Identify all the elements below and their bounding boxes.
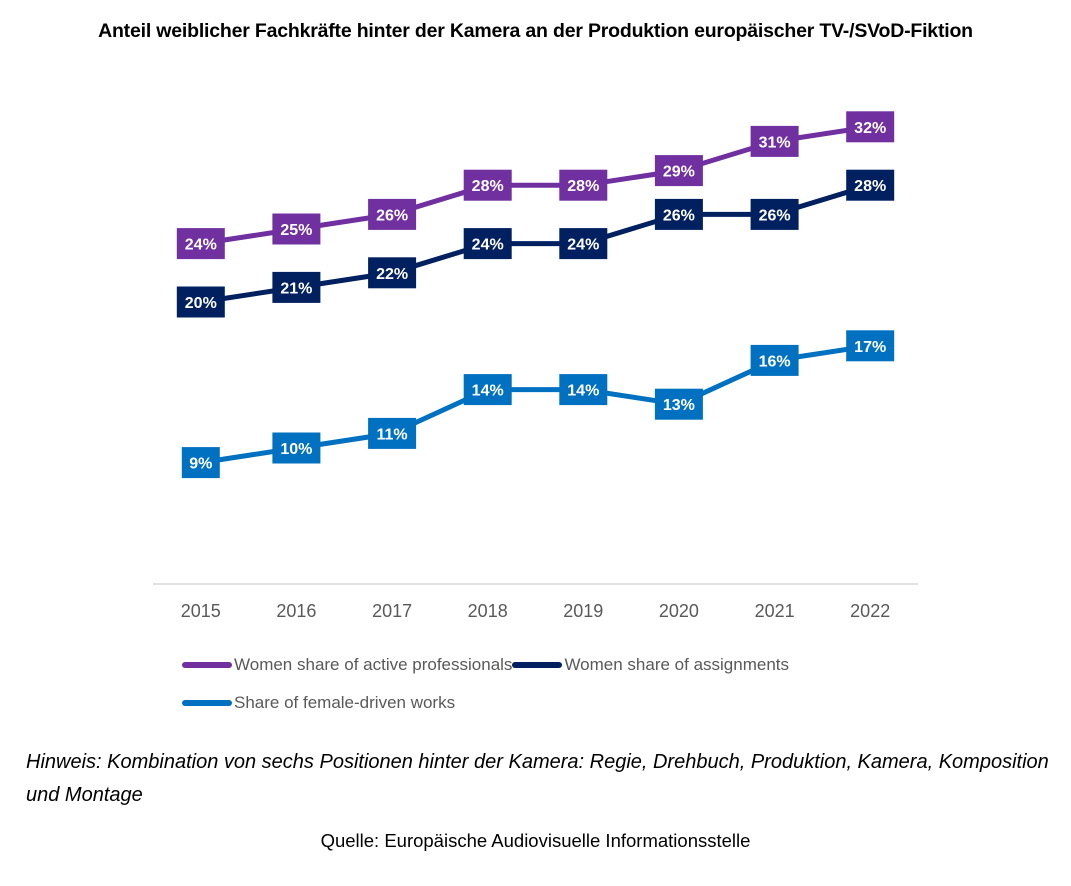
- data-label-text: 25%: [280, 222, 312, 239]
- data-label: 26%: [368, 198, 417, 230]
- data-label-text: 26%: [759, 207, 791, 224]
- data-label-text: 14%: [472, 383, 504, 400]
- data-label: 25%: [272, 213, 321, 245]
- data-label: 11%: [368, 417, 417, 449]
- x-tick-label: 2016: [276, 601, 316, 621]
- legend-item-assignments: Women share of assignments: [512, 646, 789, 684]
- data-label-box: [176, 286, 225, 318]
- data-label: 24%: [463, 228, 512, 260]
- data-label-box: [368, 257, 417, 289]
- data-label: 16%: [750, 344, 799, 376]
- data-label: 10%: [272, 432, 321, 464]
- x-tick-label: 2015: [181, 601, 221, 621]
- data-label: 24%: [559, 228, 608, 260]
- legend-item-female-driven-works: Share of female-driven works: [182, 684, 455, 722]
- data-label-box: [750, 344, 799, 376]
- data-label: 22%: [368, 257, 417, 289]
- data-label-text: 17%: [854, 339, 886, 356]
- data-label-box: [846, 111, 895, 143]
- data-label: 32%: [846, 111, 895, 143]
- chart-note: Hinweis: Kombination von sechs Positione…: [26, 751, 1049, 806]
- legend-label: Women share of assignments: [564, 655, 790, 674]
- data-label-box: [846, 169, 895, 201]
- data-label-box: [559, 374, 608, 406]
- data-label: 9%: [181, 447, 220, 479]
- data-label: 26%: [654, 198, 703, 230]
- data-label-box: [750, 125, 799, 157]
- data-label: 20%: [176, 286, 225, 318]
- data-label-text: 28%: [472, 178, 504, 195]
- data-label-text: 24%: [567, 237, 599, 254]
- x-tick-label: 2022: [850, 601, 890, 621]
- legend-swatch-female-driven-works: [182, 700, 232, 706]
- data-label: 31%: [750, 125, 799, 157]
- data-label-text: 9%: [189, 456, 212, 473]
- data-label-text: 24%: [472, 237, 504, 254]
- data-label: 26%: [750, 198, 799, 230]
- data-label: 28%: [846, 169, 895, 201]
- data-label-box: [272, 432, 321, 464]
- data-label-text: 31%: [759, 134, 791, 151]
- data-label: 28%: [463, 169, 512, 201]
- data-label-text: 16%: [759, 353, 791, 370]
- data-label-text: 22%: [376, 266, 408, 283]
- legend: Women share of active professionals Wome…: [182, 644, 882, 720]
- data-label-box: [559, 169, 608, 201]
- legend-label: Share of female-driven works: [234, 693, 456, 712]
- data-label: 17%: [846, 330, 895, 362]
- x-tick-label: 2018: [468, 601, 508, 621]
- x-tick-label: 2017: [372, 601, 412, 621]
- data-label-text: 28%: [854, 178, 886, 195]
- data-label-box: [272, 271, 321, 303]
- data-label-box: [463, 169, 512, 201]
- data-label-text: 13%: [663, 397, 695, 414]
- data-label: 29%: [654, 155, 703, 187]
- data-label: 28%: [559, 169, 608, 201]
- data-label-text: 24%: [185, 237, 217, 254]
- data-label-box: [846, 330, 895, 362]
- data-label-text: 10%: [280, 441, 312, 458]
- data-label-text: 26%: [376, 207, 408, 224]
- x-tick-labels: 2015 2016 2017 2018 2019 2020 2021 2022: [181, 601, 890, 621]
- data-label-box: [559, 228, 608, 260]
- legend-label: Women share of active professionals: [234, 655, 513, 674]
- data-label-box: [463, 228, 512, 260]
- data-label-box: [181, 447, 220, 479]
- data-label-box: [272, 213, 321, 245]
- chart-source: Quelle: Europäische Audiovisuelle Inform…: [320, 830, 751, 851]
- data-label-box: [750, 198, 799, 230]
- data-label-text: 32%: [854, 120, 886, 137]
- data-labels: 24% 25% 26% 28% 28% 29% 31% 32% 20% 21% 22% 24% 24% 2…: [176, 111, 895, 479]
- chart-title: Anteil weiblicher Fachkräfte hinter der …: [98, 20, 973, 42]
- legend-swatch-active-professionals: [182, 662, 232, 668]
- data-label: 14%: [463, 374, 512, 406]
- data-label: 24%: [176, 228, 225, 260]
- data-label-box: [463, 374, 512, 406]
- data-label: 14%: [559, 374, 608, 406]
- data-label-text: 28%: [567, 178, 599, 195]
- data-label-text: 20%: [185, 295, 217, 312]
- data-label: 21%: [272, 271, 321, 303]
- data-label: 13%: [654, 388, 703, 420]
- data-label-box: [368, 198, 417, 230]
- data-label-text: 14%: [567, 383, 599, 400]
- x-tick-label: 2021: [755, 601, 795, 621]
- data-label-box: [176, 228, 225, 260]
- legend-swatch-assignments: [512, 662, 563, 668]
- x-tick-label: 2020: [659, 601, 699, 621]
- data-label-text: 29%: [663, 164, 695, 181]
- legend-item-active-professionals: Women share of active professionals: [182, 646, 512, 684]
- data-label-box: [654, 388, 703, 420]
- x-tick-label: 2019: [563, 601, 603, 621]
- data-label-box: [654, 198, 703, 230]
- data-label-box: [654, 155, 703, 187]
- data-label-box: [368, 417, 417, 449]
- data-label-text: 11%: [377, 426, 408, 443]
- data-label-text: 26%: [663, 207, 695, 224]
- data-label-text: 21%: [280, 280, 312, 297]
